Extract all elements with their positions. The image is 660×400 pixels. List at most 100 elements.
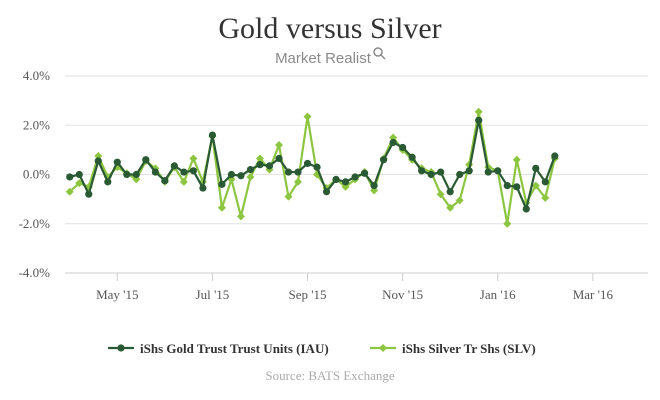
data-point <box>284 192 293 201</box>
data-point <box>436 190 445 199</box>
data-point <box>455 196 464 205</box>
x-tick-label: Jul '15 <box>196 287 230 302</box>
data-point <box>66 173 74 181</box>
data-point <box>170 162 178 170</box>
data-point <box>180 168 188 176</box>
data-point <box>218 180 226 188</box>
data-point <box>494 167 502 175</box>
data-point <box>389 138 397 147</box>
data-point <box>236 212 245 221</box>
data-point <box>123 170 131 179</box>
data-point <box>303 112 312 121</box>
data-point <box>531 181 540 190</box>
legend-item-1: iShs Silver Tr Shs (SLV) <box>370 341 536 356</box>
data-point <box>199 184 207 192</box>
data-point <box>179 177 188 186</box>
data-point <box>275 154 283 163</box>
x-tick-label: Jan '16 <box>480 287 516 302</box>
data-point <box>522 205 530 213</box>
data-point <box>475 116 483 124</box>
data-point <box>437 168 445 176</box>
data-point <box>503 219 512 228</box>
data-point <box>294 177 303 186</box>
data-point <box>274 140 283 149</box>
data-point <box>399 143 407 152</box>
y-tick-label: 0.0% <box>23 167 50 182</box>
data-point <box>313 163 321 171</box>
series-line <box>69 110 556 225</box>
data-point <box>303 159 312 168</box>
data-point <box>408 153 416 161</box>
data-point <box>456 170 464 179</box>
x-tick-label: Nov '15 <box>382 287 423 302</box>
data-point <box>217 203 226 212</box>
data-point <box>265 162 274 170</box>
data-point <box>113 158 121 166</box>
magnifier-icon <box>373 47 386 60</box>
data-point <box>380 156 388 164</box>
data-point <box>237 172 245 180</box>
data-point <box>284 168 293 176</box>
data-point <box>189 154 198 163</box>
source-note: Source: BATS Exchange <box>265 368 394 383</box>
data-point <box>541 178 549 186</box>
data-point <box>474 107 483 116</box>
data-point <box>65 187 74 196</box>
x-axis: May '15 Jul '15 Sep '15 Nov '15 Jan '16 Mar '… <box>65 272 648 302</box>
data-point <box>256 161 264 169</box>
brand-logo: Market Realist <box>275 47 386 67</box>
data-point <box>227 170 236 179</box>
y-tick-label: 4.0% <box>23 68 50 83</box>
legend-marker <box>379 344 387 352</box>
data-point <box>446 203 455 212</box>
data-point <box>189 167 197 175</box>
data-point <box>351 173 359 181</box>
data-point <box>360 169 369 177</box>
data-point <box>551 152 559 160</box>
legend: iShs Gold Trust Trust Units (IAU) iShs Si… <box>108 341 536 356</box>
x-tick-label: Mar '16 <box>573 287 614 302</box>
legend-marker <box>117 344 125 352</box>
data-point <box>332 175 340 184</box>
y-tick-label: -4.0% <box>19 265 51 280</box>
data-point <box>132 170 140 179</box>
data-point <box>418 167 426 175</box>
legend-label: iShs Silver Tr Shs (SLV) <box>402 341 536 356</box>
data-point <box>513 183 521 191</box>
data-point <box>104 178 112 186</box>
data-point <box>294 168 302 176</box>
data-point <box>255 154 264 163</box>
data-point <box>142 156 150 164</box>
x-tick-label: Sep '15 <box>288 287 326 302</box>
y-tick-label: -2.0% <box>19 216 51 231</box>
data-point <box>427 170 435 179</box>
series-line <box>69 119 556 211</box>
series-0 <box>66 116 559 213</box>
data-point <box>370 181 378 190</box>
series-layer <box>65 107 559 228</box>
chart-title: Gold versus Silver <box>218 12 441 45</box>
data-point <box>208 131 217 139</box>
data-point <box>151 168 159 176</box>
data-point <box>246 165 255 174</box>
data-point <box>161 177 169 185</box>
brand-text: Market Realist <box>275 50 372 67</box>
data-point <box>341 178 350 186</box>
legend-label: iShs Gold Trust Trust Units (IAU) <box>140 341 329 356</box>
data-point <box>512 155 521 164</box>
data-point <box>503 181 511 190</box>
x-tick-label: May '15 <box>96 287 138 302</box>
data-point <box>85 190 93 198</box>
data-point <box>541 193 550 202</box>
data-point <box>75 170 83 179</box>
legend-item-0: iShs Gold Trust Trust Units (IAU) <box>108 341 329 356</box>
data-point <box>446 188 454 196</box>
data-point <box>465 167 473 175</box>
y-tick-label: 2.0% <box>23 117 50 132</box>
data-point <box>322 188 331 196</box>
y-axis: 4.0% 2.0% 0.0% -2.0% -4.0% <box>19 68 51 280</box>
data-point <box>532 164 540 172</box>
data-point <box>484 168 492 176</box>
data-point <box>246 172 255 181</box>
